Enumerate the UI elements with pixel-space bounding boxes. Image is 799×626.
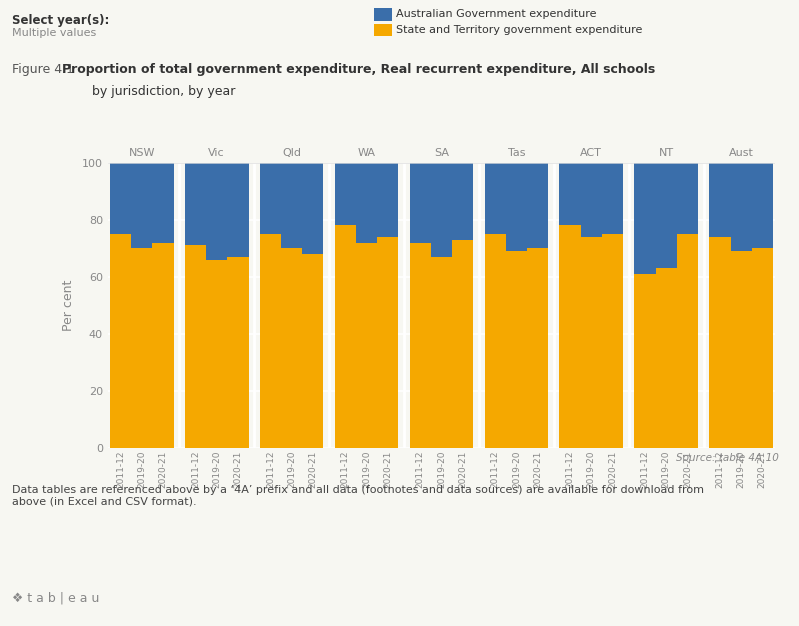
Bar (710, 163, 730, 237)
Bar (131, 163, 153, 248)
Y-axis label: Per cent: Per cent (62, 279, 75, 331)
Text: Data tables are referenced above by a ‘4A’ prefix and all data (footnotes and da: Data tables are referenced above by a ‘4… (12, 485, 704, 507)
Bar (227, 257, 248, 448)
Text: WA: WA (357, 148, 376, 158)
Text: Tas: Tas (507, 148, 525, 158)
Bar (260, 234, 281, 448)
Bar (452, 240, 473, 448)
Text: Source: table 4A.10: Source: table 4A.10 (676, 453, 779, 463)
Text: State and Territory government expenditure: State and Territory government expenditu… (396, 25, 642, 35)
Bar (206, 163, 227, 260)
Bar (335, 163, 356, 225)
Bar (153, 242, 173, 448)
Bar (131, 248, 153, 448)
Bar (559, 225, 581, 448)
Bar (227, 163, 248, 257)
Bar (410, 242, 431, 448)
Text: NT: NT (658, 148, 674, 158)
Bar (335, 225, 356, 448)
Bar (656, 163, 677, 268)
Bar (431, 163, 452, 257)
Text: SA: SA (434, 148, 449, 158)
Bar (110, 234, 131, 448)
Bar (484, 163, 506, 234)
Text: Select year(s):: Select year(s): (12, 14, 109, 27)
Bar (302, 254, 324, 448)
Bar (260, 163, 281, 234)
Bar (677, 234, 698, 448)
Bar (302, 163, 324, 254)
Bar (281, 163, 302, 248)
Text: Qld: Qld (282, 148, 301, 158)
Bar (602, 163, 623, 234)
Bar (752, 163, 773, 248)
Text: Australian Government expenditure: Australian Government expenditure (396, 9, 596, 19)
Bar (581, 163, 602, 237)
Bar (153, 163, 173, 242)
Text: Proportion of total government expenditure, Real recurrent expenditure, All scho: Proportion of total government expenditu… (62, 63, 654, 76)
Bar (281, 248, 302, 448)
Bar (206, 260, 227, 448)
Bar (484, 234, 506, 448)
Bar (110, 163, 131, 234)
Bar (185, 245, 206, 448)
Bar (527, 248, 548, 448)
Bar (356, 242, 377, 448)
Bar (730, 163, 752, 251)
Bar (634, 163, 656, 274)
Bar (452, 163, 473, 240)
Bar (410, 163, 431, 242)
Text: ❖ t a b | e a u: ❖ t a b | e a u (12, 592, 99, 605)
Bar (431, 257, 452, 448)
Text: Figure 4.1: Figure 4.1 (12, 63, 78, 76)
Text: Vic: Vic (209, 148, 225, 158)
Bar (506, 163, 527, 251)
Text: Aust: Aust (729, 148, 753, 158)
Bar (527, 163, 548, 248)
Text: ACT: ACT (580, 148, 602, 158)
Bar (752, 248, 773, 448)
Bar (677, 163, 698, 234)
Bar (559, 163, 581, 225)
Bar (356, 163, 377, 242)
Text: by jurisdiction, by year: by jurisdiction, by year (92, 85, 235, 98)
Bar (730, 251, 752, 448)
Bar (634, 274, 656, 448)
Bar (377, 237, 399, 448)
Text: NSW: NSW (129, 148, 155, 158)
Bar (506, 251, 527, 448)
Bar (602, 234, 623, 448)
Text: Multiple values: Multiple values (12, 28, 96, 38)
Bar (656, 268, 677, 448)
Bar (377, 163, 399, 237)
Bar (185, 163, 206, 245)
Bar (581, 237, 602, 448)
Bar (710, 237, 730, 448)
